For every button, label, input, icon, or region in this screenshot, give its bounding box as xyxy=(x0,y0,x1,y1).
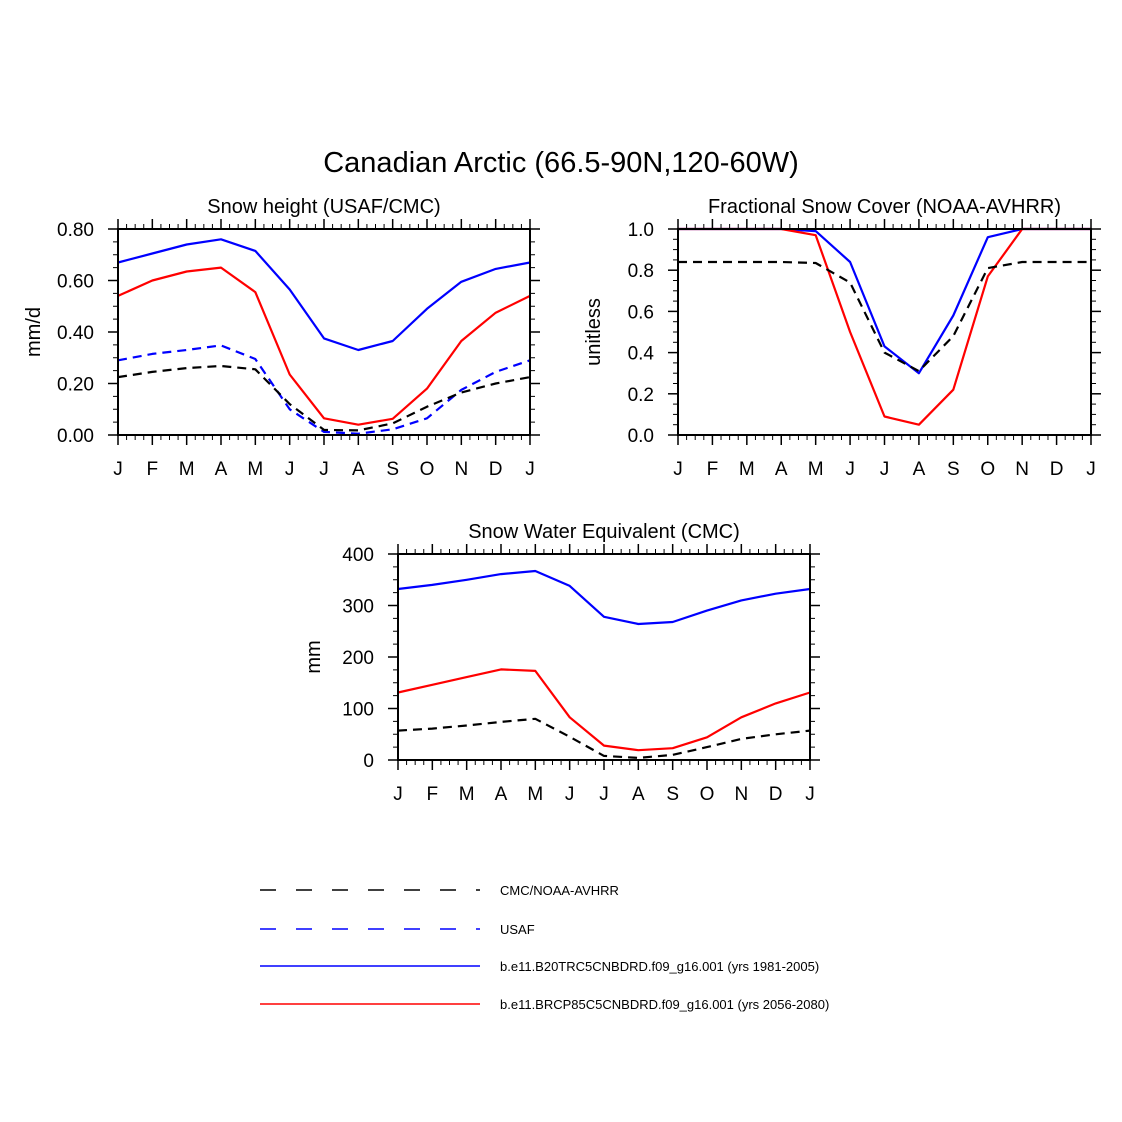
y-tick-label: 0.20 xyxy=(57,375,94,396)
y-tick-label: 0.0 xyxy=(628,426,654,447)
x-tick-label: J xyxy=(393,784,403,805)
series-line-obs xyxy=(397,717,811,760)
chart-panel-2: Fractional Snow Cover (NOAA-AVHRR) unitle… xyxy=(583,196,1101,480)
x-tick-label: J xyxy=(319,459,329,480)
x-tick-label: J xyxy=(805,784,815,805)
x-tick-label: S xyxy=(386,459,399,480)
y-axis-label: mm xyxy=(303,640,325,673)
x-tick-label: A xyxy=(632,784,645,805)
x-tick-label: O xyxy=(700,784,715,805)
y-tick-label: 100 xyxy=(342,700,374,721)
x-tick-label: A xyxy=(775,459,788,480)
x-tick-label: A xyxy=(495,784,508,805)
x-tick-label: J xyxy=(525,459,535,480)
y-tick-label: 0.00 xyxy=(57,426,94,447)
x-tick-label: J xyxy=(113,459,123,480)
x-tick-label: M xyxy=(459,784,475,805)
x-tick-label: M xyxy=(247,459,263,480)
x-tick-label: D xyxy=(769,784,783,805)
x-tick-label: O xyxy=(980,459,995,480)
x-tick-label: D xyxy=(1050,459,1064,480)
series-line-future xyxy=(117,266,531,426)
chart-title: Snow height (USAF/CMC) xyxy=(207,196,440,218)
x-tick-label: M xyxy=(739,459,755,480)
legend-item-usaf: USAF xyxy=(260,922,535,937)
legend-item-obs: CMC/NOAA-AVHRR xyxy=(260,883,619,898)
x-tick-label: J xyxy=(1086,459,1096,480)
y-axis-label: unitless xyxy=(583,298,605,366)
chart-title: Fractional Snow Cover (NOAA-AVHRR) xyxy=(708,196,1061,218)
chart-panels: Snow height (USAF/CMC)mm/dJ F M A M J J A S O N D J0… xyxy=(23,196,1101,805)
y-tick-label: 0 xyxy=(363,751,374,772)
series-line-hist xyxy=(678,227,1091,375)
x-tick-label: J xyxy=(673,459,683,480)
x-tick-label: J xyxy=(880,459,890,480)
y-tick-label: 0.6 xyxy=(628,302,654,323)
x-tick-label: S xyxy=(947,459,960,480)
y-tick-label: 0.2 xyxy=(628,385,654,406)
legend-label: b.e11.BRCP85C5CNBDRD.f09_g16.001 (yrs 20… xyxy=(500,997,829,1012)
x-tick-label: J xyxy=(599,784,609,805)
x-tick-label: M xyxy=(808,459,824,480)
series-line-future xyxy=(678,227,1091,426)
chart-panel-3: Snow Water Equivalent (CMC)mmJ F M A M J J A S O N… xyxy=(303,521,820,805)
y-tick-label: 0.4 xyxy=(628,344,655,365)
series-line-future xyxy=(397,668,811,752)
x-tick-label: S xyxy=(666,784,679,805)
x-tick-label: A xyxy=(352,459,365,480)
x-tick-label: N xyxy=(1015,459,1029,480)
x-tick-label: J xyxy=(845,459,855,480)
y-tick-label: 0.60 xyxy=(57,272,94,293)
x-tick-label: O xyxy=(420,459,435,480)
x-tick-label: F xyxy=(427,784,439,805)
series-line-obs xyxy=(117,364,531,432)
series-line-usaf xyxy=(117,344,531,435)
series-line-hist xyxy=(117,238,531,352)
y-tick-label: 1.0 xyxy=(628,220,654,241)
chart-title: Snow Water Equivalent (CMC) xyxy=(468,521,740,543)
x-tick-label: A xyxy=(215,459,228,480)
y-axis-label: mm/d xyxy=(23,307,45,357)
y-tick-label: 400 xyxy=(342,545,374,566)
series-line-hist xyxy=(397,569,811,626)
x-tick-label: M xyxy=(179,459,195,480)
x-tick-label: F xyxy=(707,459,719,480)
plot-frame xyxy=(677,228,1092,436)
legend-label: USAF xyxy=(500,922,535,937)
x-tick-label: M xyxy=(527,784,543,805)
legend-label: CMC/NOAA-AVHRR xyxy=(500,883,619,898)
y-tick-label: 0.80 xyxy=(57,220,94,241)
y-tick-label: 0.40 xyxy=(57,323,94,344)
plot-frame xyxy=(117,228,531,436)
x-tick-label: J xyxy=(285,459,295,480)
legend-label: b.e11.B20TRC5CNBDRD.f09_g16.001 (yrs 198… xyxy=(500,959,819,974)
plot-frame xyxy=(397,553,811,761)
series-line-obs xyxy=(678,260,1091,373)
x-tick-label: N xyxy=(734,784,748,805)
figure-title: Canadian Arctic (66.5-90N,120-60W) xyxy=(323,147,799,179)
legend: CMC/NOAA-AVHRR USAF b.e11.B20TRC5CNBDRD.f0… xyxy=(260,883,829,1012)
x-tick-label: N xyxy=(454,459,468,480)
x-tick-label: J xyxy=(565,784,575,805)
x-tick-label: A xyxy=(913,459,926,480)
x-tick-label: D xyxy=(489,459,503,480)
y-tick-label: 0.8 xyxy=(628,261,654,282)
y-tick-label: 200 xyxy=(342,648,374,669)
legend-item-hist: b.e11.B20TRC5CNBDRD.f09_g16.001 (yrs 198… xyxy=(260,959,819,974)
chart-panel-1: Snow height (USAF/CMC)mm/dJ F M A M J J A S O N D J0… xyxy=(23,196,540,480)
y-tick-label: 300 xyxy=(342,597,374,618)
x-tick-label: F xyxy=(147,459,159,480)
legend-item-future: b.e11.BRCP85C5CNBDRD.f09_g16.001 (yrs 20… xyxy=(260,997,829,1012)
